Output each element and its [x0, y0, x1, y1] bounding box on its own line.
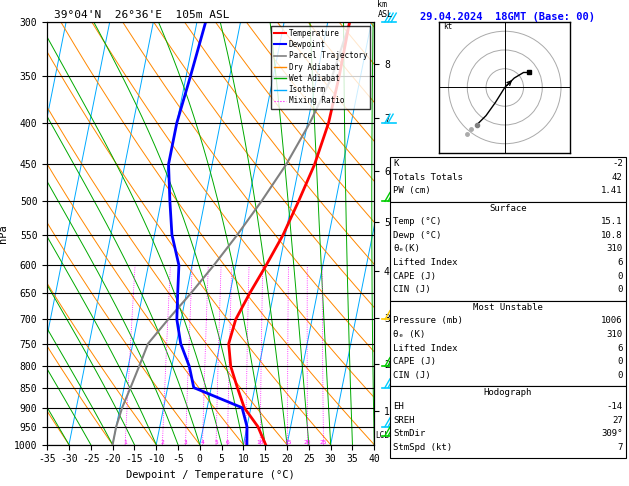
Text: Lifted Index: Lifted Index	[393, 344, 458, 353]
Text: 20: 20	[304, 440, 311, 445]
Text: Surface: Surface	[489, 204, 526, 213]
Text: StmSpd (kt): StmSpd (kt)	[393, 443, 452, 452]
Text: 310: 310	[606, 330, 623, 339]
Y-axis label: hPa: hPa	[0, 224, 8, 243]
Text: 29.04.2024  18GMT (Base: 00): 29.04.2024 18GMT (Base: 00)	[420, 12, 596, 22]
Text: 3: 3	[184, 440, 187, 445]
Text: 27: 27	[612, 416, 623, 425]
Text: 0: 0	[617, 357, 623, 366]
Text: 1006: 1006	[601, 316, 623, 326]
Text: Lifted Index: Lifted Index	[393, 258, 458, 267]
Text: CAPE (J): CAPE (J)	[393, 357, 436, 366]
Text: Dewp (°C): Dewp (°C)	[393, 231, 442, 240]
Text: 6: 6	[617, 344, 623, 353]
Text: Most Unstable: Most Unstable	[473, 303, 543, 312]
Text: Pressure (mb): Pressure (mb)	[393, 316, 463, 326]
Text: 1: 1	[123, 440, 127, 445]
Text: 10: 10	[257, 440, 264, 445]
Text: 309°: 309°	[601, 429, 623, 438]
Legend: Temperature, Dewpoint, Parcel Trajectory, Dry Adiabat, Wet Adiabat, Isotherm, Mi: Temperature, Dewpoint, Parcel Trajectory…	[271, 26, 370, 108]
Text: θₑ (K): θₑ (K)	[393, 330, 425, 339]
Text: -2: -2	[612, 159, 623, 168]
Text: Temp (°C): Temp (°C)	[393, 217, 442, 226]
Text: 39°04'N  26°36'E  105m ASL: 39°04'N 26°36'E 105m ASL	[53, 10, 229, 20]
Text: 0: 0	[617, 371, 623, 380]
Text: 6: 6	[617, 258, 623, 267]
Text: CAPE (J): CAPE (J)	[393, 272, 436, 281]
Text: 310: 310	[606, 244, 623, 254]
Text: 0: 0	[617, 285, 623, 295]
Text: EH: EH	[393, 402, 404, 411]
Text: CIN (J): CIN (J)	[393, 285, 431, 295]
Text: 1.41: 1.41	[601, 186, 623, 195]
Text: 5: 5	[214, 440, 218, 445]
Text: km
ASL: km ASL	[377, 0, 392, 19]
Text: θₑ(K): θₑ(K)	[393, 244, 420, 254]
Text: 8: 8	[244, 440, 248, 445]
Text: Hodograph: Hodograph	[484, 388, 532, 398]
Text: 6: 6	[225, 440, 229, 445]
Text: -14: -14	[606, 402, 623, 411]
Text: PW (cm): PW (cm)	[393, 186, 431, 195]
Text: CIN (J): CIN (J)	[393, 371, 431, 380]
Text: LCL: LCL	[376, 431, 389, 440]
Text: 0: 0	[617, 272, 623, 281]
X-axis label: Dewpoint / Temperature (°C): Dewpoint / Temperature (°C)	[126, 470, 295, 480]
Text: © weatheronline.co.uk: © weatheronline.co.uk	[455, 450, 560, 459]
Text: 25: 25	[320, 440, 327, 445]
Text: K: K	[393, 159, 399, 168]
Text: Totals Totals: Totals Totals	[393, 173, 463, 182]
Text: 10.8: 10.8	[601, 231, 623, 240]
Text: 7: 7	[617, 443, 623, 452]
Text: 4: 4	[201, 440, 204, 445]
Text: kt: kt	[443, 22, 452, 32]
Text: 15.1: 15.1	[601, 217, 623, 226]
Text: 42: 42	[612, 173, 623, 182]
Text: 15: 15	[284, 440, 291, 445]
Text: 2: 2	[160, 440, 164, 445]
Text: SREH: SREH	[393, 416, 415, 425]
Text: StmDir: StmDir	[393, 429, 425, 438]
